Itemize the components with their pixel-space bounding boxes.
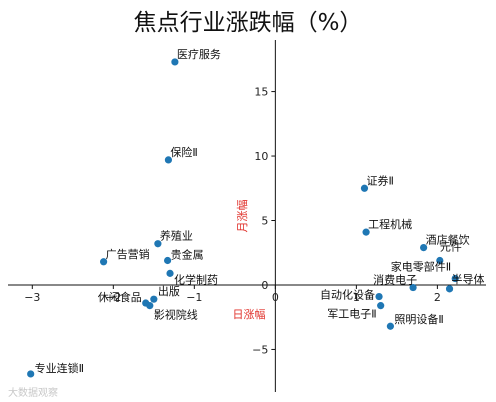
point-label: 保险Ⅱ	[170, 145, 197, 159]
data-point	[100, 258, 108, 266]
data-point	[150, 295, 158, 303]
watermark: 大数据观察	[8, 388, 58, 399]
data-point	[436, 256, 444, 265]
point-label: 影视院线	[154, 308, 198, 322]
data-point	[154, 240, 162, 248]
data-point	[445, 285, 454, 293]
data-point	[386, 322, 394, 330]
data-point	[164, 156, 173, 164]
point-label: 军工电子Ⅱ	[327, 308, 376, 321]
y-tick-label: 5	[261, 215, 268, 228]
point-label: 自动化设备	[320, 288, 375, 302]
y-tick-label: −5	[252, 343, 268, 356]
data-point	[451, 274, 459, 283]
point-label: 贵金属	[171, 247, 204, 261]
data-point	[27, 370, 35, 378]
data-point	[166, 269, 174, 277]
point-label: 酒店餐饮	[426, 233, 470, 247]
data-point	[171, 58, 179, 66]
x-tick-label: −1	[186, 291, 202, 304]
point-label: 家电零部件Ⅱ	[391, 260, 451, 274]
point-label: 养殖业	[160, 229, 193, 243]
point-label: 化学制药	[174, 272, 218, 286]
data-point	[377, 302, 385, 310]
point-label: 证券Ⅱ	[366, 173, 393, 187]
tick-labels: −3 −2 −1 0 1 2 −5 0 5 10 15	[24, 86, 441, 357]
point-label: 消费电子	[373, 273, 417, 287]
chart-title: 焦点行业涨跌幅（%）	[134, 10, 363, 36]
data-point	[360, 184, 369, 192]
point-label: 工程机械	[368, 217, 412, 231]
data-point	[362, 228, 370, 236]
data-point	[164, 256, 172, 265]
point-label: 医疗服务	[177, 47, 221, 61]
point-label: 元件	[440, 240, 462, 253]
x-tick-label: 2	[434, 291, 441, 304]
point-label: 专业连锁Ⅱ	[35, 361, 84, 375]
x-axis-label: 日涨幅	[233, 308, 266, 321]
point-label: 广告营销	[106, 247, 150, 261]
axes	[8, 40, 486, 392]
x-tick-label: 0	[272, 291, 279, 304]
y-tick-label: 0	[261, 279, 268, 292]
point-label: 半导体	[452, 272, 485, 286]
point-label: 出版	[158, 284, 180, 298]
x-tick-label: 1	[353, 291, 360, 304]
data-point	[409, 283, 417, 292]
point-label: 休闲食品	[98, 290, 142, 304]
data-point	[420, 243, 428, 252]
y-axis-label: 月涨幅	[236, 200, 249, 233]
y-tick-label: 15	[254, 86, 268, 99]
x-tick-label: −3	[24, 291, 40, 304]
data-point	[375, 292, 383, 301]
data-point	[146, 302, 154, 310]
data-points	[27, 58, 459, 378]
x-tick-label: −2	[105, 291, 121, 304]
point-label: 照明设备Ⅱ	[394, 312, 443, 326]
y-tick-label: 10	[254, 150, 268, 163]
